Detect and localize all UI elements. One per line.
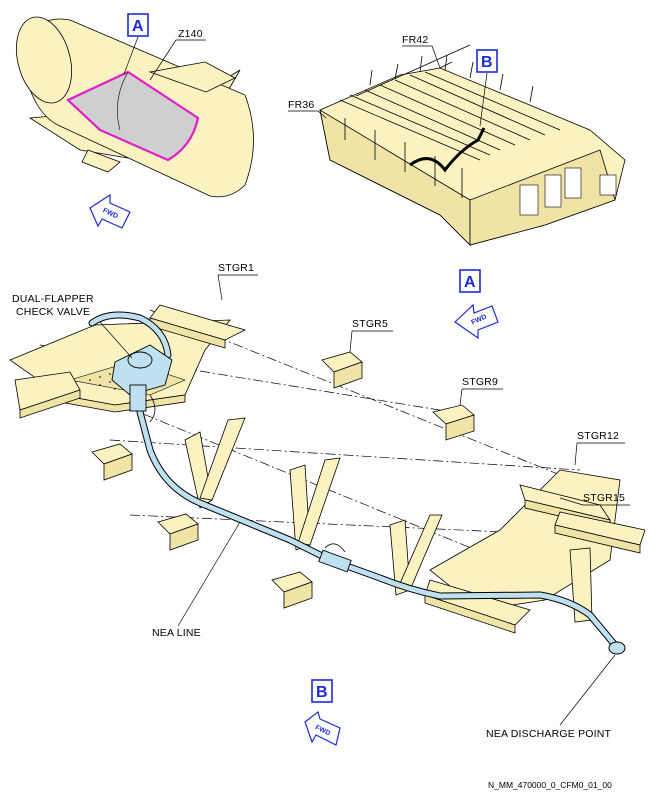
callout-check-valve-line1: DUAL-FLAPPER xyxy=(12,293,94,305)
frame-box-view: FR42 FR36 B A FWD xyxy=(288,34,626,340)
stringer-label-stgr15: STGR15 xyxy=(583,492,625,504)
zone-a-highlight xyxy=(66,70,200,162)
stringer-clips xyxy=(91,351,475,609)
stringer-label-stgr12: STGR12 xyxy=(577,430,619,442)
fwd-arrow-icon: FWD xyxy=(304,710,341,746)
ref-b-top: B xyxy=(481,54,493,71)
ref-a-box[interactable] xyxy=(127,13,149,37)
ref-a-top: A xyxy=(132,18,144,35)
stringer-label-stgr9: STGR9 xyxy=(462,376,498,388)
fwd-arrow-icon: FWD xyxy=(89,193,131,229)
ref-a-mid: A xyxy=(464,274,476,291)
view-b-box[interactable] xyxy=(311,679,333,703)
stringer-label-stgr1: STGR1 xyxy=(218,262,254,274)
callout-check-valve-line2: CHECK VALVE xyxy=(16,306,90,318)
support-brackets xyxy=(184,417,443,596)
frame-label-fr42: FR42 xyxy=(402,34,428,46)
discharge-nozzle xyxy=(608,641,626,655)
check-valve-assembly xyxy=(111,344,173,423)
figure-reference-code: N_MM_470000_0_CFM0_01_00 xyxy=(488,780,612,790)
fuselage-overview: Z140 A FWD xyxy=(16,13,254,229)
stringer-label-stgr5: STGR5 xyxy=(352,318,388,330)
ref-b-box[interactable] xyxy=(476,49,498,73)
callout-nea-discharge: NEA DISCHARGE POINT xyxy=(486,728,612,740)
view-a-box[interactable] xyxy=(459,269,481,293)
zone-label: Z140 xyxy=(178,28,203,40)
callout-nea-line: NEA LINE xyxy=(152,627,201,639)
fwd-arrow-icon: FWD xyxy=(454,303,499,340)
nea-routing-view: STGR1 STGR5 STGR9 STGR12 STGR15 DUAL-FLA… xyxy=(9,262,646,740)
ref-b-bottom: B xyxy=(316,684,328,701)
frame-label-fr36: FR36 xyxy=(288,99,314,111)
